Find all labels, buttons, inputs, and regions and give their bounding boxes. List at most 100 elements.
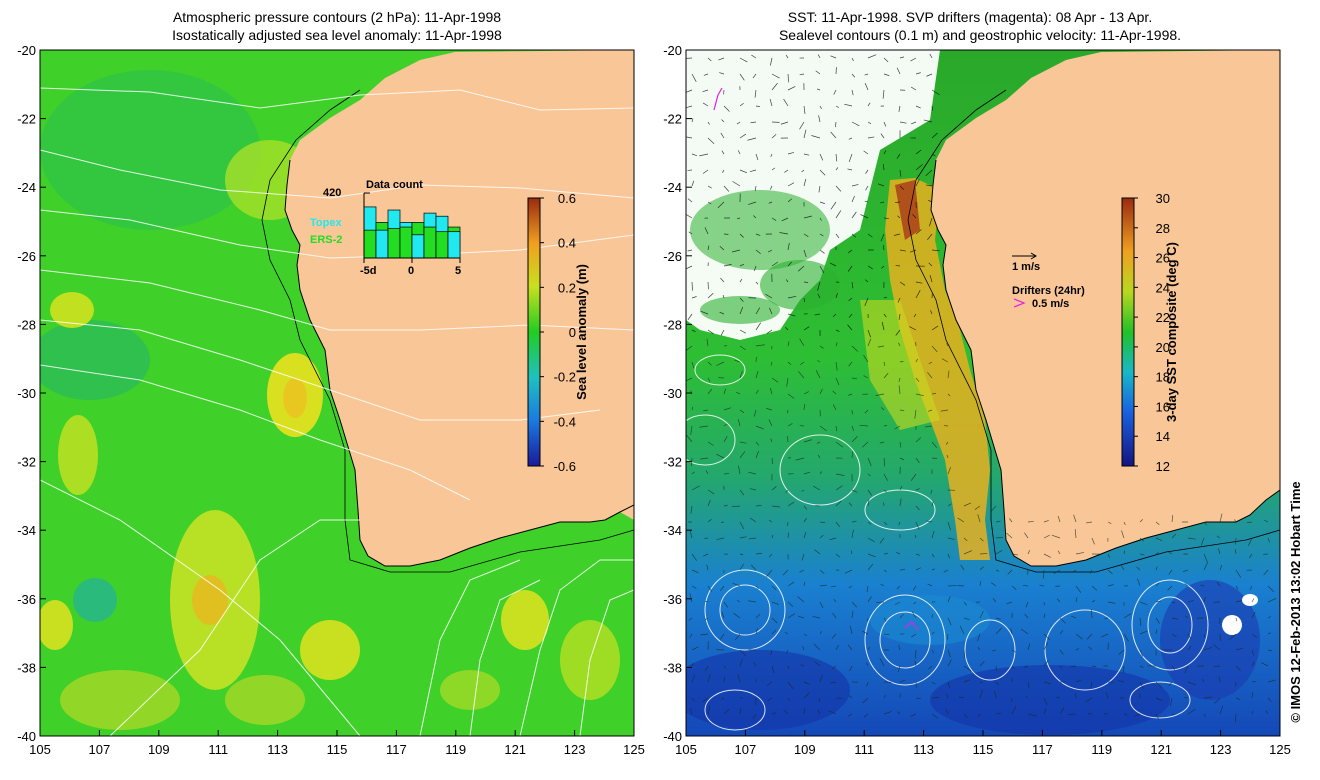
velocity-vector xyxy=(1139,630,1148,635)
velocity-vector xyxy=(946,454,949,459)
velocity-vector xyxy=(722,294,725,299)
velocity-vector xyxy=(739,345,746,351)
velocity-vector xyxy=(899,249,906,252)
velocity-vector xyxy=(739,536,747,539)
velocity-vector xyxy=(1171,713,1176,716)
velocity-vector xyxy=(835,485,843,491)
velocity-vector xyxy=(866,585,869,593)
velocity-vector xyxy=(847,644,853,651)
velocity-vector xyxy=(739,409,745,414)
velocity-vector xyxy=(771,585,777,590)
velocity-vector xyxy=(737,150,741,155)
velocity-vector xyxy=(863,375,869,379)
velocity-vector xyxy=(707,499,711,507)
sst-colorbar-tick: 16 xyxy=(1156,399,1170,414)
velocity-vector xyxy=(705,470,709,475)
velocity-vector xyxy=(926,73,933,77)
velocity-vector xyxy=(755,628,758,635)
velocity-vector xyxy=(723,423,728,427)
velocity-vector xyxy=(737,419,741,427)
velocity-vector xyxy=(832,404,837,411)
velocity-vector xyxy=(739,451,746,459)
velocity-vector xyxy=(1011,665,1015,669)
velocity-vector xyxy=(1203,713,1206,717)
velocity-vector xyxy=(1070,665,1077,668)
velocity-vector xyxy=(1100,633,1109,638)
velocity-vector xyxy=(723,708,730,715)
velocity-vector xyxy=(818,115,821,123)
velocity-vector xyxy=(734,633,741,641)
velocity-vector xyxy=(923,119,933,123)
velocity-vector xyxy=(979,537,984,542)
velocity-vector xyxy=(915,377,920,382)
velocity-vector xyxy=(931,697,940,699)
velocity-vector xyxy=(963,713,968,719)
velocity-vector xyxy=(835,153,838,162)
velocity-vector xyxy=(691,296,697,299)
velocity-vector xyxy=(896,551,901,555)
velocity-vector xyxy=(867,233,873,238)
velocity-vector xyxy=(755,425,764,430)
velocity-vector xyxy=(691,153,698,156)
left-x-tick-label: 109 xyxy=(148,742,170,757)
velocity-vector xyxy=(894,425,901,430)
right-y-tick-label: -28 xyxy=(663,317,682,332)
velocity-vector xyxy=(1075,596,1078,603)
velocity-vector xyxy=(1075,680,1081,683)
velocity-vector xyxy=(995,681,999,686)
sst-colorbar-tick: 20 xyxy=(1156,340,1170,355)
velocity-vector xyxy=(819,534,824,539)
velocity-vector xyxy=(1107,553,1110,558)
velocity-vector xyxy=(1265,710,1269,715)
velocity-vector xyxy=(1022,584,1029,587)
velocity-vector xyxy=(686,105,693,109)
velocity-vector xyxy=(863,150,869,155)
velocity-vector xyxy=(755,281,759,285)
velocity-vector xyxy=(702,89,709,93)
velocity-vector xyxy=(925,425,933,428)
velocity-vector xyxy=(899,457,905,461)
velocity-vector xyxy=(864,200,869,203)
velocity-vector xyxy=(898,105,901,112)
velocity-vector xyxy=(862,697,869,704)
velocity-vector xyxy=(945,441,949,445)
sla-colorbar-tick: 0.6 xyxy=(558,191,576,206)
velocity-vector xyxy=(880,407,885,411)
velocity-vector xyxy=(1075,648,1080,651)
velocity-vector xyxy=(819,674,823,683)
drifters-scale-label: 0.5 m/s xyxy=(1032,298,1069,310)
velocity-vector xyxy=(1168,569,1173,575)
velocity-vector xyxy=(719,246,725,251)
velocity-vector xyxy=(958,696,965,699)
velocity-vector xyxy=(1267,598,1277,603)
velocity-vector xyxy=(851,57,854,62)
left-y-tick-label: -40 xyxy=(17,729,36,744)
velocity-vector xyxy=(766,408,773,411)
velocity-vector xyxy=(882,89,885,99)
velocity-vector xyxy=(1203,561,1209,571)
velocity-vector xyxy=(1043,707,1047,715)
velocity-vector xyxy=(847,265,853,272)
velocity-vector xyxy=(832,612,837,619)
velocity-vector xyxy=(819,584,827,587)
velocity-vector xyxy=(739,73,745,81)
velocity-vector xyxy=(931,553,935,558)
velocity-vector xyxy=(769,307,773,315)
velocity-vector xyxy=(1075,585,1082,593)
velocity-vector xyxy=(768,201,773,204)
velocity-vector xyxy=(1155,537,1163,542)
data-count-bar xyxy=(375,229,389,259)
velocity-vector xyxy=(690,425,693,435)
data-count-bar xyxy=(387,228,401,259)
velocity-vector xyxy=(1011,649,1017,653)
velocity-vector xyxy=(720,329,725,336)
velocity-vector xyxy=(787,521,789,527)
velocity-vector xyxy=(691,180,695,187)
velocity-vector xyxy=(819,169,826,176)
velocity-vector xyxy=(851,121,860,127)
velocity-vector xyxy=(879,441,885,444)
velocity-vector xyxy=(785,54,789,59)
velocity-vector xyxy=(1248,537,1253,546)
velocity-vector xyxy=(895,265,901,267)
velocity-vector xyxy=(803,129,807,139)
